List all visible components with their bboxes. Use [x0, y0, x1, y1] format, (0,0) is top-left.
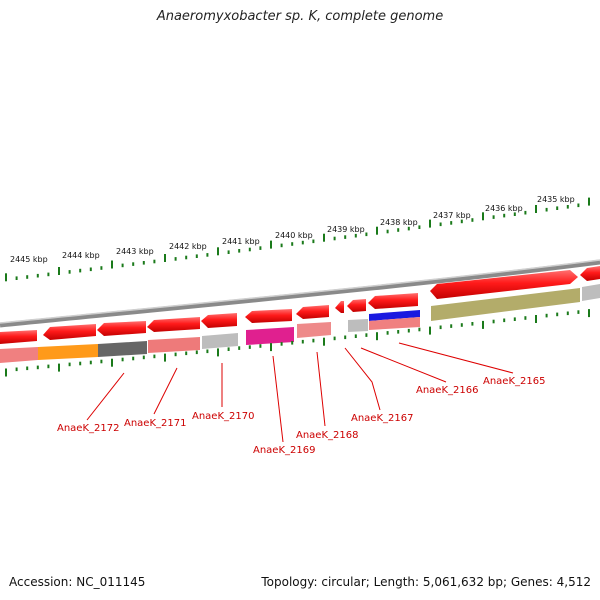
gene-label[interactable]: AnaeK_2172 — [57, 423, 119, 434]
gene-label[interactable]: AnaeK_2169 — [253, 445, 315, 456]
gene-label[interactable]: AnaeK_2167 — [351, 413, 413, 424]
gene-label[interactable]: AnaeK_2171 — [124, 418, 186, 429]
gene-arrow[interactable] — [430, 270, 578, 299]
gene-arrow[interactable] — [201, 313, 237, 328]
outer-tick-scale — [5, 197, 590, 282]
feature-block — [348, 319, 368, 332]
gene-arrow[interactable] — [335, 301, 344, 313]
gene-label[interactable]: AnaeK_2170 — [192, 411, 254, 422]
kbp-label: 2441 kbp — [222, 237, 260, 246]
feature-block — [582, 284, 600, 301]
genome-backbone — [0, 259, 600, 328]
gene-arrow[interactable] — [368, 293, 418, 309]
gene-label[interactable]: AnaeK_2165 — [483, 376, 545, 387]
gene-arrow[interactable] — [43, 324, 96, 340]
gene-arrow[interactable] — [0, 330, 37, 344]
leader-line — [86, 372, 125, 421]
feature-block — [0, 347, 38, 363]
leader-line — [398, 342, 514, 374]
feature-block — [202, 333, 238, 349]
leader-line — [153, 367, 178, 415]
gene-label[interactable]: AnaeK_2166 — [416, 385, 478, 396]
feature-block — [98, 341, 147, 357]
leader-line — [344, 347, 381, 411]
gene-arrow[interactable] — [347, 299, 366, 312]
figure-title: Anaeromyxobacter sp. K, complete genome — [156, 9, 444, 24]
gene-arrow[interactable] — [97, 321, 146, 336]
leader-line — [272, 355, 284, 443]
feature-block — [369, 317, 420, 330]
kbp-label: 2436 kbp — [485, 204, 523, 213]
leader-line — [316, 351, 326, 427]
kbp-label: 2442 kbp — [169, 242, 207, 251]
kbp-label: 2444 kbp — [62, 251, 100, 260]
genome-backbone-highlight — [0, 259, 600, 324]
genome-summary-text: Topology: circular; Length: 5,061,632 bp… — [261, 575, 591, 589]
kbp-label: 2440 kbp — [275, 231, 313, 240]
kbp-label: 2437 kbp — [433, 211, 471, 220]
leader-lines — [86, 342, 514, 443]
feature-block — [369, 310, 420, 321]
gene-labels: AnaeK_2172 AnaeK_2171 AnaeK_2170 AnaeK_2… — [57, 376, 545, 456]
gene-arrow[interactable] — [147, 317, 200, 332]
gene-arrow[interactable] — [245, 309, 292, 323]
kbp-label: 2435 kbp — [537, 195, 575, 204]
feature-block — [38, 344, 98, 360]
feature-block — [148, 337, 200, 353]
gene-track — [0, 266, 600, 344]
gene-label[interactable]: AnaeK_2168 — [296, 430, 358, 441]
leader-line — [360, 347, 447, 383]
feature-block — [246, 327, 294, 345]
kbp-label: 2445 kbp — [10, 255, 48, 264]
kbp-label: 2443 kbp — [116, 247, 154, 256]
gene-arrow[interactable] — [580, 266, 600, 281]
kbp-labels: 2445 kbp 2444 kbp 2443 kbp 2442 kbp 2441… — [10, 195, 575, 264]
kbp-label: 2439 kbp — [327, 225, 365, 234]
feature-track — [0, 284, 600, 363]
kbp-label: 2438 kbp — [380, 218, 418, 227]
feature-block — [297, 322, 331, 338]
accession-text: Accession: NC_011145 — [9, 575, 146, 589]
feature-block — [431, 288, 580, 321]
inner-tick-scale — [5, 309, 590, 377]
gene-arrow[interactable] — [296, 305, 329, 319]
